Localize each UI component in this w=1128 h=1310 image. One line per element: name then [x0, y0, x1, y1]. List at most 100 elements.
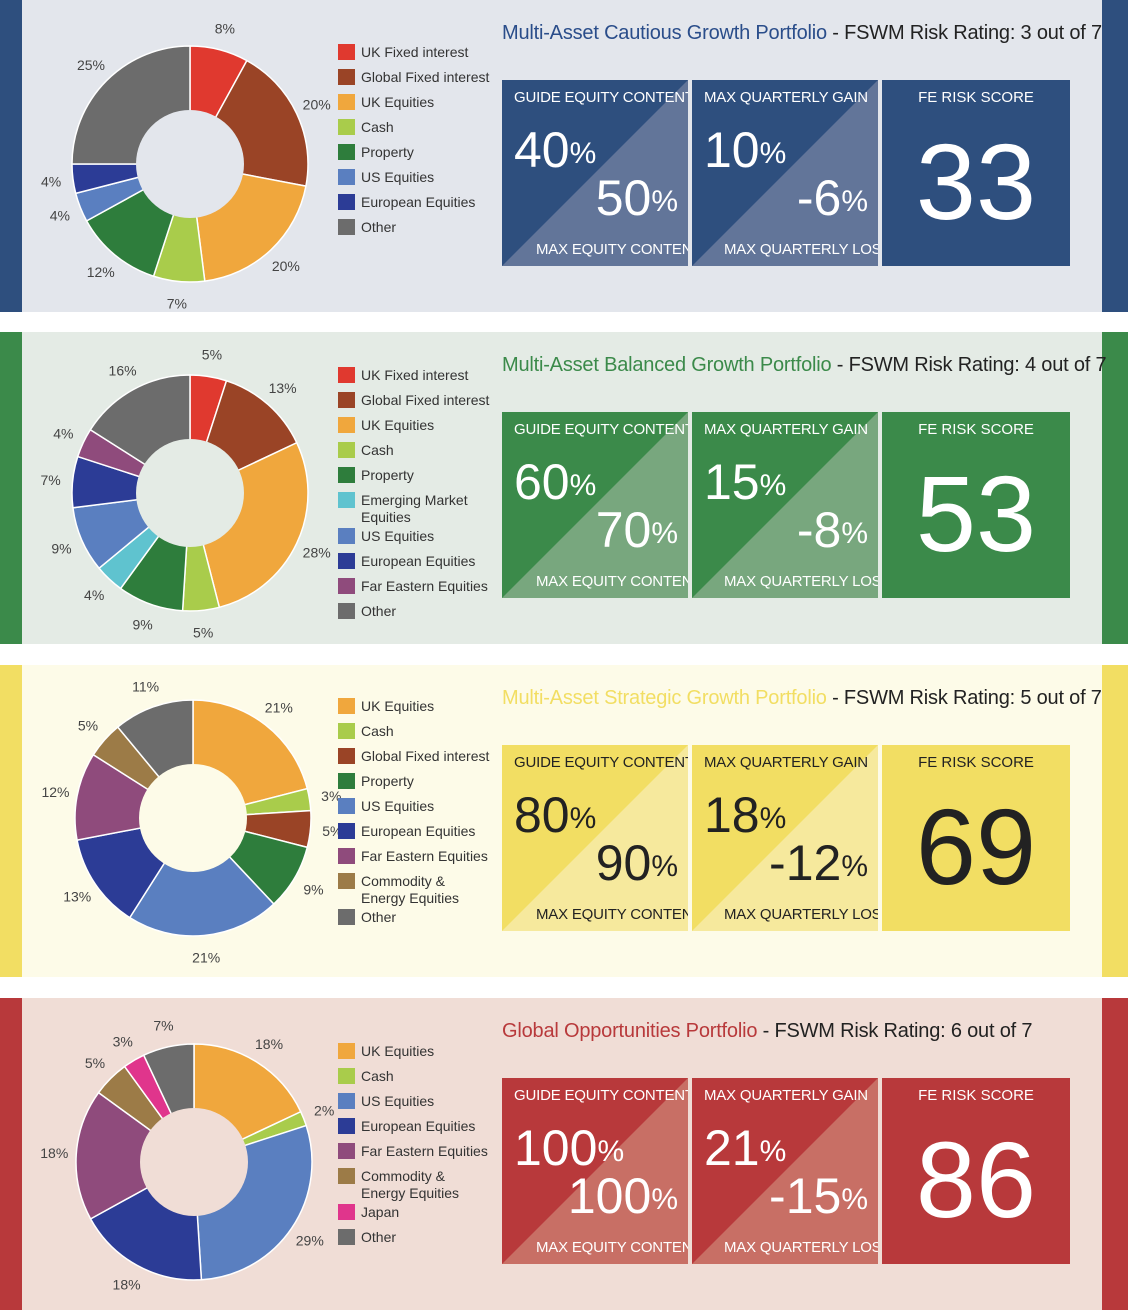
fe-risk-score-box: FE RISK SCORE 33 — [882, 80, 1070, 266]
legend-label: Cash — [361, 119, 394, 135]
legend-label: Cash — [361, 723, 394, 739]
legend-swatch — [338, 723, 355, 739]
legend-swatch — [338, 392, 355, 408]
portfolio-name: Multi-Asset Strategic Growth Portfolio — [502, 687, 827, 709]
fe-risk-header: FE RISK SCORE — [918, 1087, 1034, 1104]
legend-swatch — [338, 44, 355, 60]
diagonal-split — [692, 412, 878, 598]
slice-value-label: 5% — [193, 624, 213, 640]
metric-lower-value: -8% — [796, 502, 868, 558]
metric-upper-value: 15% — [704, 454, 787, 510]
fe-risk-score-box: FE RISK SCORE 86 — [882, 1078, 1070, 1264]
legend-item: UK Fixed interest — [338, 367, 498, 392]
quarterly-gain-loss-box: MAX QUARTERLY GAIN MAX QUARTERLY LOSS 15% -… — [692, 412, 878, 598]
portfolio-name: Multi-Asset Cautious Growth Portfolio — [502, 22, 827, 44]
legend-label: Cash — [361, 442, 394, 458]
legend-item: Cash — [338, 442, 498, 467]
legend-label: Emerging Market Equities — [361, 492, 468, 525]
metric-footer: MAX EQUITY CONTENT — [536, 906, 688, 923]
donut-hole — [139, 764, 247, 872]
legend-label: Other — [361, 603, 397, 619]
slice-value-label: 5% — [85, 1055, 105, 1071]
legend-item: Cash — [338, 1068, 498, 1093]
legend-label: UK Equities — [361, 698, 435, 714]
legend-swatch — [338, 553, 355, 569]
diagonal-split — [692, 745, 878, 931]
slice-value-label: 29% — [296, 1233, 324, 1249]
chart-legend: UK Fixed interest Global Fixed interest UK… — [338, 367, 498, 628]
legend-label: Cash — [361, 1068, 394, 1084]
pie-slice — [75, 1091, 196, 1220]
legend-label: US Equities — [361, 528, 435, 544]
legend-label: Japan — [361, 1204, 400, 1220]
slice-value-label: 20% — [303, 96, 331, 112]
portfolio-title: Global Opportunities Portfolio - FSWM Ri… — [502, 1020, 1032, 1043]
legend-label: Far Eastern Equities — [361, 848, 488, 864]
panel-stripe-left — [0, 665, 22, 977]
legend-item: Global Fixed interest — [338, 69, 498, 94]
slice-value-label: 7% — [153, 1017, 173, 1033]
legend-item: European Equities — [338, 1118, 498, 1143]
legend-swatch — [338, 578, 355, 594]
metric-footer: MAX EQUITY CONTENT — [536, 1239, 688, 1256]
diagonal-split — [502, 412, 688, 598]
fe-risk-header: FE RISK SCORE — [918, 754, 1034, 771]
legend-item: Far Eastern Equities — [338, 848, 498, 873]
metric-footer: MAX EQUITY CONTENT — [536, 241, 688, 258]
slice-value-label: 3% — [113, 1033, 133, 1049]
slice-value-label: 5% — [202, 347, 222, 363]
legend-swatch — [338, 194, 355, 210]
legend-label: UK Equities — [361, 1043, 435, 1059]
metric-upper-value: 18% — [704, 787, 787, 843]
legend-item: US Equities — [338, 798, 498, 823]
metric-lower-value: 100% — [567, 1168, 678, 1224]
legend-swatch — [338, 698, 355, 714]
quarterly-gain-loss-box: MAX QUARTERLY GAIN MAX QUARTERLY LOSS 21% -… — [692, 1078, 878, 1264]
slice-value-label: 8% — [215, 20, 235, 36]
legend-swatch — [338, 417, 355, 433]
metric-lower-value: -12% — [769, 835, 868, 891]
metric-upper-value: 21% — [704, 1120, 787, 1176]
risk-rating: - FSWM Risk Rating: 6 out of 7 — [757, 1020, 1033, 1042]
portfolio-title: Multi-Asset Strategic Growth Portfolio -… — [502, 687, 1102, 710]
donut-chart: 18% 2% 29% 18% 18% 5% 3% 7% — [40, 1017, 334, 1292]
metric-header: GUIDE EQUITY CONTENT — [514, 754, 688, 771]
legend-item: UK Equities — [338, 698, 498, 723]
legend-item: Global Fixed interest — [338, 392, 498, 417]
slice-value-label: 12% — [87, 264, 115, 280]
legend-swatch — [338, 69, 355, 85]
fe-risk-header: FE RISK SCORE — [918, 89, 1034, 106]
legend-item: US Equities — [338, 528, 498, 553]
legend-swatch — [338, 467, 355, 483]
legend-item: Other — [338, 603, 498, 628]
pie-slice — [128, 816, 275, 937]
slice-value-label: 2% — [314, 1102, 334, 1118]
legend-item: European Equities — [338, 553, 498, 578]
legend-item: European Equities — [338, 194, 498, 219]
legend-item: Property — [338, 144, 498, 169]
legend-swatch — [338, 873, 355, 889]
legend-label: Property — [361, 144, 414, 160]
legend-swatch — [338, 798, 355, 814]
metric-upper-value: 100% — [514, 1120, 625, 1176]
legend-item: Cash — [338, 723, 498, 748]
fe-risk-score: 53 — [915, 453, 1037, 574]
legend-swatch — [338, 773, 355, 789]
chart-legend: UK Equities Cash US Equities European Equit… — [338, 1043, 498, 1254]
metric-upper-value: 40% — [514, 122, 597, 178]
legend-swatch — [338, 528, 355, 544]
slice-value-label: 7% — [41, 472, 61, 488]
slice-value-label: 4% — [50, 208, 70, 224]
donut-chart: 8% 20% 20% 7% 12% 4% 4% 25% — [41, 20, 331, 311]
legend-swatch — [338, 367, 355, 383]
legend-swatch — [338, 1229, 355, 1245]
legend-swatch — [338, 823, 355, 839]
slice-value-label: 18% — [255, 1036, 283, 1052]
slice-value-label: 13% — [63, 889, 91, 905]
metric-lower-value: 70% — [595, 502, 678, 558]
slice-value-label: 9% — [132, 617, 152, 633]
legend-label: Far Eastern Equities — [361, 578, 488, 594]
legend-label: European Equities — [361, 823, 476, 839]
legend-label: US Equities — [361, 1093, 435, 1109]
legend-item: Commodity & Energy Equities — [338, 1168, 498, 1204]
